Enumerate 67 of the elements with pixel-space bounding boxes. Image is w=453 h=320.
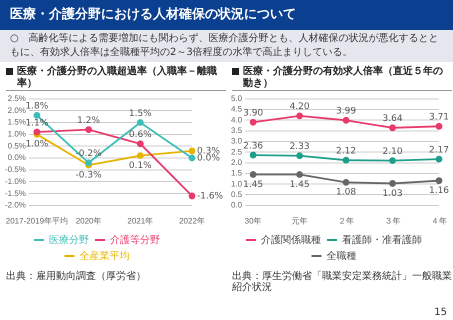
data-label: 1.03 <box>382 188 403 199</box>
x-tick-label: ３年 <box>384 216 401 226</box>
y-tick-label: -2.0% <box>4 200 26 210</box>
legend-label: 介護関係職種 <box>261 234 321 246</box>
x-tick-label: ４年 <box>431 216 447 226</box>
data-label: 1.16 <box>428 186 450 196</box>
data-label: 3.71 <box>428 112 450 123</box>
x-tick-label: 元年 <box>292 216 308 226</box>
legend-label: 医療分野 <box>49 234 89 246</box>
y-tick-label: 0.0 <box>230 200 243 210</box>
source-note: 出典：厚生労働省「職業安定業務統計」一般職業紹介状況 <box>232 271 452 293</box>
data-label: 1.45 <box>290 180 310 190</box>
data-label: 2.12 <box>336 146 356 157</box>
x-tick-label: 2020年 <box>76 216 102 226</box>
y-tick-label: 4.5 <box>230 104 243 114</box>
data-label: -1.6% <box>197 191 224 202</box>
data-label: 0.1% <box>128 160 152 171</box>
data-label: 2.17 <box>428 145 450 156</box>
data-label: 1.8% <box>25 102 49 112</box>
y-tick-label: 2.0% <box>8 106 26 115</box>
text: ○ 高齢化等による需要増加にも関わらず、医療介護分野とも、人材確保の状況が悪化するとともに、有効求人倍率は全職種平均の2～3倍程度の水準で高止まりしている。 <box>0 30 453 62</box>
y-tick-label: 0.0% <box>8 153 26 162</box>
data-label: 3.64 <box>382 114 403 124</box>
data-label: 0.6% <box>128 130 152 140</box>
legend-label: 看護師・准看護師 <box>342 234 422 246</box>
y-tick-label: 1.5 <box>230 168 243 178</box>
data-label: 2.36 <box>243 141 264 152</box>
y-tick-label: -1.0% <box>4 176 26 186</box>
y-tick-label: 1.0% <box>8 130 26 139</box>
data-label: 3.99 <box>336 106 356 117</box>
x-tick-label: ２年 <box>338 216 354 226</box>
chart-title: 医療・介護分野の有効求人倍率（直近５年の動き） <box>243 66 444 90</box>
data-label: 1.45 <box>243 180 264 190</box>
y-tick-label: -0.5% <box>4 165 26 174</box>
x-tick-label: 30年 <box>244 216 262 226</box>
legend-label: 全産業平均 <box>80 250 130 262</box>
text: 15 <box>434 307 447 318</box>
text: 医療・介護分野における人材確保の状況について <box>0 0 453 30</box>
data-label: 3.90 <box>243 108 264 119</box>
x-tick-label: 2021年 <box>127 216 154 226</box>
y-tick-label: 1.0 <box>230 179 243 188</box>
y-tick-label: 4.0 <box>230 115 243 124</box>
y-tick-label: 5.0 <box>230 94 243 104</box>
data-label: 1.0% <box>25 140 49 150</box>
y-tick-label: 0.5% <box>8 141 26 150</box>
data-label: 2.33 <box>290 142 310 152</box>
x-tick-label: 2022年 <box>179 216 205 226</box>
y-tick-label: 2.5% <box>8 94 26 104</box>
chart-title: 医療・介護分野の入職超過率（入職率－離職率） <box>17 66 218 90</box>
y-tick-label: 3.5 <box>230 126 243 135</box>
x-tick-label: 2017-2019年平均 <box>6 216 68 226</box>
source-note: 出典：雇用動向調査（厚労省） <box>6 271 147 282</box>
y-tick-label: 3.0 <box>230 136 243 146</box>
y-tick-label: 2.5 <box>230 147 243 156</box>
y-tick-label: 0.5 <box>230 190 243 199</box>
data-label: 0.0% <box>197 153 220 164</box>
data-label: 2.10 <box>382 146 403 157</box>
data-label: 1.5% <box>128 108 152 119</box>
y-tick-label: 2.0 <box>230 158 243 167</box>
data-label: 1.08 <box>336 188 356 198</box>
data-label: 4.20 <box>290 102 310 112</box>
y-tick-label: 1.5% <box>8 118 26 127</box>
data-label: -0.3% <box>76 170 102 180</box>
legend-label: 全職種 <box>326 250 356 262</box>
data-label: 1.2% <box>77 116 100 126</box>
y-tick-label: -1.5% <box>4 188 26 198</box>
legend-label: 介護等分野 <box>110 234 160 246</box>
